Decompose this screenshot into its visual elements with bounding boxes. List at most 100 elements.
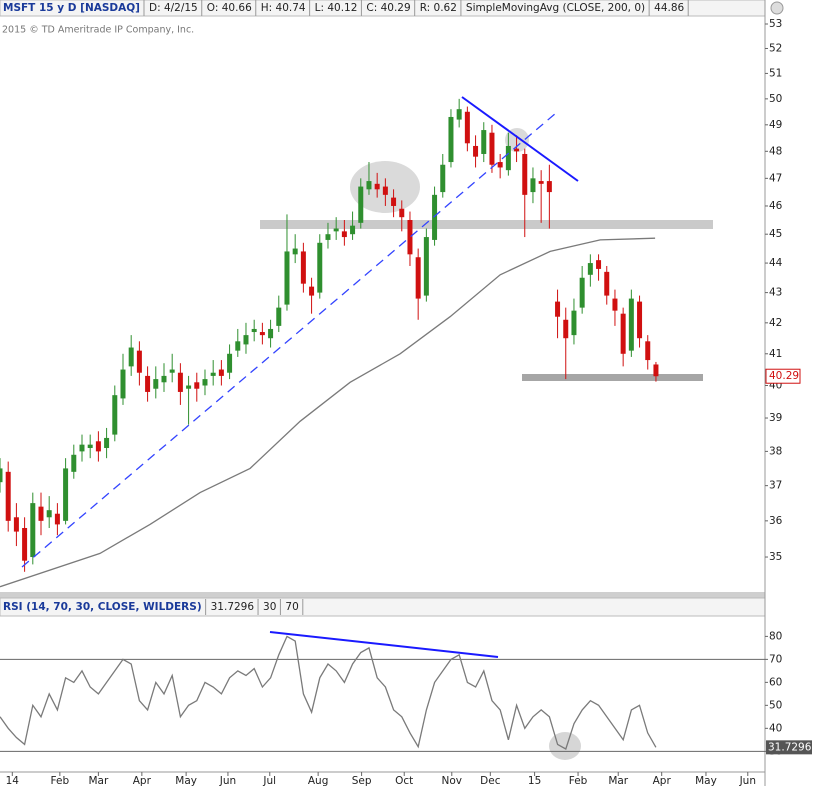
candle-body xyxy=(456,109,462,120)
y-tick-label: 48 xyxy=(769,145,782,157)
resistance-band xyxy=(260,220,713,229)
plot-area xyxy=(0,98,765,752)
trendline-dashed xyxy=(21,112,557,568)
candle-body xyxy=(604,271,610,296)
candle-body xyxy=(514,148,520,152)
last-value-box xyxy=(766,740,812,755)
candle-body xyxy=(79,444,85,452)
candle-body xyxy=(251,328,257,333)
rsi-highlight xyxy=(549,732,581,760)
candle-body xyxy=(333,228,339,232)
header-item: 30 xyxy=(263,601,276,613)
candle-body xyxy=(30,503,36,558)
candle-body xyxy=(596,260,602,269)
candle-body xyxy=(497,162,503,168)
candle-body xyxy=(374,183,380,190)
candle-body xyxy=(538,181,544,184)
y-tick-label: 43 xyxy=(769,287,782,299)
candle-body xyxy=(620,313,626,354)
y-tick-label: 45 xyxy=(769,228,782,240)
candle-body xyxy=(432,194,438,240)
candle-body xyxy=(5,471,11,521)
candle-body xyxy=(104,437,110,449)
candle-body xyxy=(292,248,298,255)
candle-body xyxy=(522,153,528,195)
x-tick-label: Mar xyxy=(88,775,108,786)
y-tick-label: 41 xyxy=(769,348,782,360)
series-line xyxy=(0,237,656,588)
candle-body xyxy=(13,517,19,532)
candle-body xyxy=(505,145,511,171)
candle-body xyxy=(530,178,536,193)
candle-body xyxy=(95,441,101,452)
candle-body xyxy=(46,510,52,518)
y-tick-label: 51 xyxy=(769,67,782,79)
x-tick-label: Nov xyxy=(442,775,463,786)
candle-body xyxy=(38,506,44,521)
y-tick-label: 70 xyxy=(769,653,782,665)
candle-body xyxy=(194,382,200,389)
last-price-box xyxy=(765,368,801,384)
x-tick-label: Apr xyxy=(133,775,152,786)
candle-body xyxy=(391,197,397,206)
last-value-label: 31.7296 xyxy=(768,741,812,753)
x-tick-label: Mar xyxy=(608,775,628,786)
candle-body xyxy=(555,301,561,317)
y-tick-label: 42 xyxy=(769,317,782,329)
candle-body xyxy=(440,164,446,193)
candle-body xyxy=(309,286,315,296)
candle-body xyxy=(653,364,659,377)
candle-body xyxy=(218,369,224,376)
last-price-label: 40.29 xyxy=(769,370,799,382)
candle-body xyxy=(284,251,290,305)
candle-body xyxy=(546,181,552,193)
candle-body xyxy=(87,444,93,449)
rsi-trendline xyxy=(269,631,499,658)
y-tick-label: 49 xyxy=(769,119,782,131)
candle-body xyxy=(153,379,159,389)
header-item: SimpleMovingAvg (CLOSE, 200, 0) xyxy=(466,2,645,14)
candle-body xyxy=(259,332,265,336)
candle-body xyxy=(63,468,69,521)
y-tick-label: 37 xyxy=(769,480,782,492)
x-tick-label: Jul xyxy=(262,775,276,786)
candle-body xyxy=(481,130,487,154)
candle-body xyxy=(145,375,151,392)
x-tick-label: Feb xyxy=(51,775,70,786)
candle-body xyxy=(358,186,364,223)
candle-body xyxy=(0,468,3,483)
settings-icon[interactable] xyxy=(770,1,784,15)
y-tick-label: 44 xyxy=(769,257,783,269)
candle-body xyxy=(243,335,249,345)
x-tick-label: May xyxy=(695,775,717,786)
candle-body xyxy=(268,328,274,339)
x-tick-label: Aug xyxy=(308,775,329,786)
y-tick-label: 47 xyxy=(769,172,782,184)
panel-separator xyxy=(0,592,765,598)
candle-body xyxy=(382,186,388,195)
header-item: C: 40.29 xyxy=(366,2,410,14)
indicator-title: RSI (14, 70, 30, CLOSE, WILDERS) xyxy=(3,601,202,613)
candle-body xyxy=(227,353,233,373)
candle-body xyxy=(350,225,356,235)
candle-body xyxy=(571,310,577,336)
candle-body xyxy=(612,298,618,311)
candle-body xyxy=(120,369,126,399)
candle-body xyxy=(637,301,643,339)
trendline xyxy=(461,96,579,182)
candle-body xyxy=(128,347,134,367)
candle-body xyxy=(473,145,479,157)
x-tick-label: Sep xyxy=(352,775,372,786)
header-item: D: 4/2/15 xyxy=(149,2,198,14)
candle-body xyxy=(300,251,306,284)
x-tick-label: Oct xyxy=(395,775,413,786)
candle-body xyxy=(628,298,634,351)
candle-body xyxy=(563,319,569,339)
header-item: 31.7296 xyxy=(211,601,255,613)
y-tick-label: 50 xyxy=(769,699,782,711)
x-tick-label: 14 xyxy=(6,775,20,786)
y-tick-label: 36 xyxy=(769,515,783,527)
candle-body xyxy=(54,513,60,525)
candle-body xyxy=(22,527,28,561)
